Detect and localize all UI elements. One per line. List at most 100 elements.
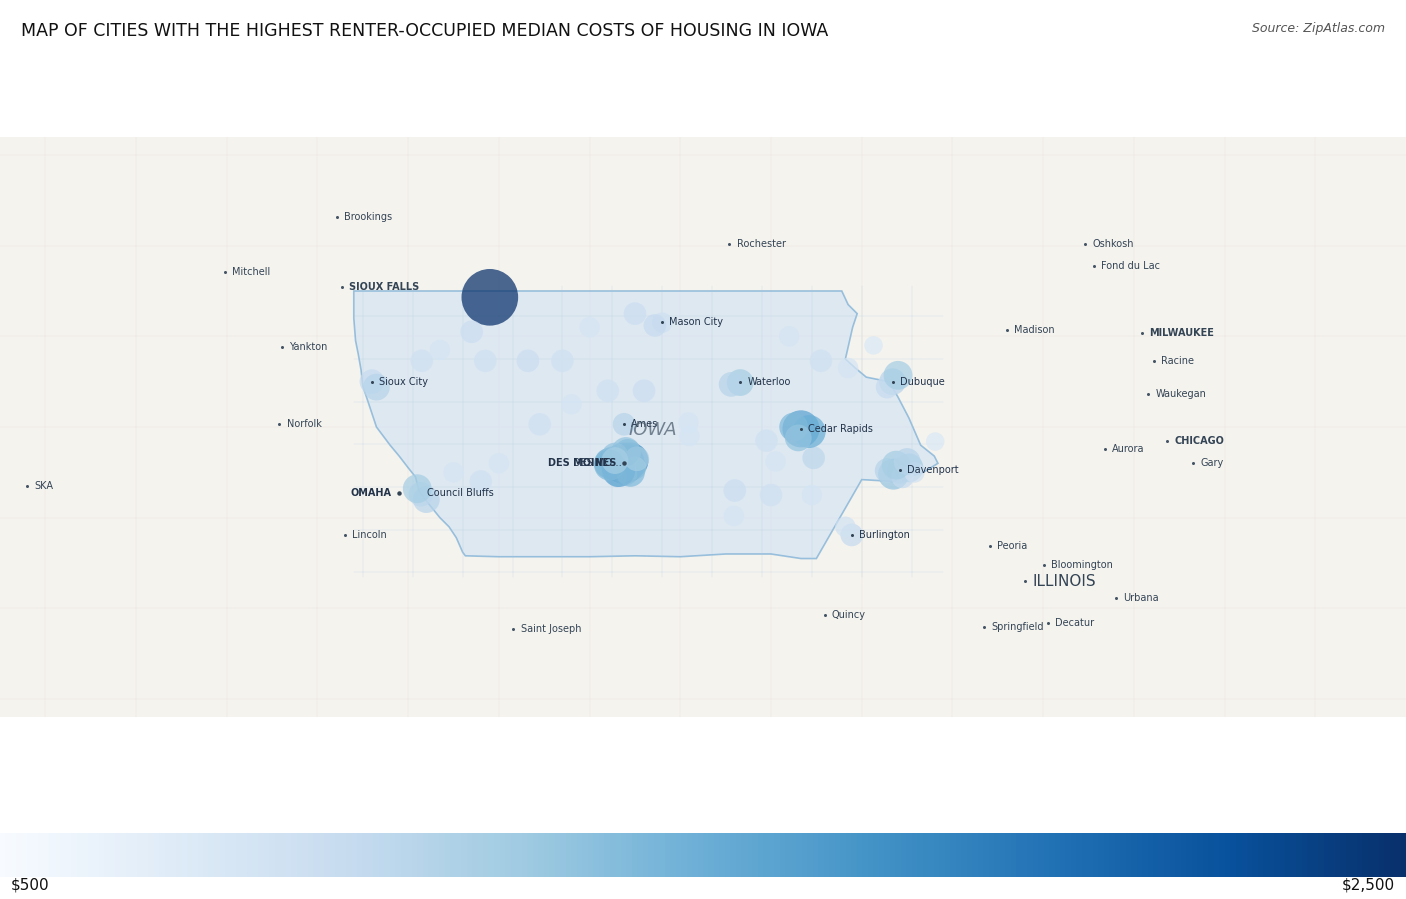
Point: [619, 453, 641, 467]
Point: [887, 368, 910, 382]
Point: [409, 487, 432, 502]
Text: Source: ZipAtlas.com: Source: ZipAtlas.com: [1251, 22, 1385, 35]
Text: Rochester: Rochester: [737, 239, 786, 249]
Text: Fond du Lac: Fond du Lac: [1101, 262, 1160, 271]
Point: [882, 467, 904, 481]
Point: [529, 417, 551, 432]
Point: [619, 465, 641, 479]
Point: [429, 343, 451, 357]
Point: [607, 463, 630, 477]
Point: [891, 469, 914, 484]
Text: MAP OF CITIES WITH THE HIGHEST RENTER-OCCUPIED MEDIAN COSTS OF HOUSING IN IOWA: MAP OF CITIES WITH THE HIGHEST RENTER-OC…: [21, 22, 828, 40]
Text: Gary: Gary: [1201, 458, 1223, 468]
Text: Saint Joseph: Saint Joseph: [520, 624, 581, 635]
Point: [889, 463, 911, 477]
Point: [903, 465, 925, 479]
Point: [787, 431, 810, 445]
Point: [474, 353, 496, 368]
Text: Springfield: Springfield: [991, 621, 1045, 632]
Point: [596, 384, 619, 398]
Text: CHICAGO: CHICAGO: [1174, 436, 1225, 446]
Text: $2,500: $2,500: [1341, 877, 1395, 893]
Text: IOWA: IOWA: [628, 421, 678, 439]
Text: $500: $500: [11, 877, 49, 893]
Text: Council Bluffs: Council Bluffs: [427, 488, 494, 498]
Point: [723, 509, 745, 523]
Text: Cedar Rapids: Cedar Rapids: [808, 424, 873, 434]
Point: [361, 375, 384, 389]
Point: [651, 316, 673, 330]
Text: Yankton: Yankton: [290, 343, 328, 352]
Point: [610, 460, 633, 475]
Point: [406, 482, 429, 496]
Point: [797, 424, 820, 439]
Point: [606, 469, 628, 484]
Point: [600, 451, 623, 466]
Point: [624, 460, 647, 475]
Point: [603, 449, 626, 463]
Text: Quincy: Quincy: [832, 610, 866, 619]
Point: [551, 353, 574, 368]
Point: [678, 429, 700, 443]
Point: [488, 456, 510, 470]
Point: [924, 434, 946, 449]
Text: Brookings: Brookings: [344, 212, 392, 222]
Point: [896, 454, 918, 468]
Text: MILWAUKEE: MILWAUKEE: [1149, 328, 1215, 338]
Text: Sioux City: Sioux City: [380, 377, 429, 387]
Point: [644, 318, 666, 333]
Point: [443, 465, 465, 479]
Text: Mitchell: Mitchell: [232, 267, 270, 277]
Text: Dubuque: Dubuque: [900, 377, 945, 387]
Point: [613, 456, 636, 470]
Point: [862, 338, 884, 352]
Point: [624, 307, 647, 321]
Point: [366, 380, 388, 395]
Point: [678, 415, 700, 430]
Point: [897, 460, 920, 475]
Text: Aurora: Aurora: [1112, 444, 1144, 454]
Point: [560, 397, 582, 412]
Point: [478, 290, 501, 305]
Point: [724, 484, 747, 498]
Text: DES MOINES: DES MOINES: [548, 458, 617, 468]
Point: [765, 454, 787, 468]
Point: [633, 384, 655, 398]
Point: [882, 375, 904, 389]
Point: [790, 422, 813, 436]
Point: [460, 325, 482, 339]
Point: [603, 453, 626, 467]
Text: SIOUX FALLS: SIOUX FALLS: [349, 282, 419, 292]
Text: Madison: Madison: [1014, 325, 1054, 335]
Point: [759, 488, 782, 503]
Polygon shape: [354, 291, 938, 558]
Point: [803, 450, 825, 465]
Point: [606, 458, 628, 473]
Point: [720, 378, 742, 392]
Point: [841, 528, 863, 542]
Text: Oshkosh: Oshkosh: [1092, 239, 1133, 249]
Text: Davenport: Davenport: [907, 465, 959, 476]
Text: Racine: Racine: [1161, 356, 1194, 366]
Point: [778, 329, 800, 343]
Point: [810, 353, 832, 368]
Point: [876, 380, 898, 395]
Point: [599, 456, 621, 470]
Point: [783, 420, 806, 434]
Point: [834, 520, 856, 534]
Text: Lincoln: Lincoln: [352, 530, 387, 540]
Text: Waukegan: Waukegan: [1156, 389, 1206, 399]
Point: [470, 475, 492, 489]
Point: [415, 493, 437, 507]
Text: Burlington: Burlington: [859, 530, 910, 540]
Point: [884, 458, 907, 472]
Point: [728, 376, 751, 390]
Point: [578, 320, 600, 334]
Point: [614, 444, 637, 458]
Text: Mason City: Mason City: [669, 317, 724, 327]
Text: Urbana: Urbana: [1123, 593, 1159, 603]
Text: ILLINOIS: ILLINOIS: [1032, 574, 1095, 589]
Text: OMAHA: OMAHA: [352, 488, 392, 498]
Text: SKA: SKA: [35, 481, 53, 491]
Text: DES MO…: DES MO…: [574, 458, 623, 468]
